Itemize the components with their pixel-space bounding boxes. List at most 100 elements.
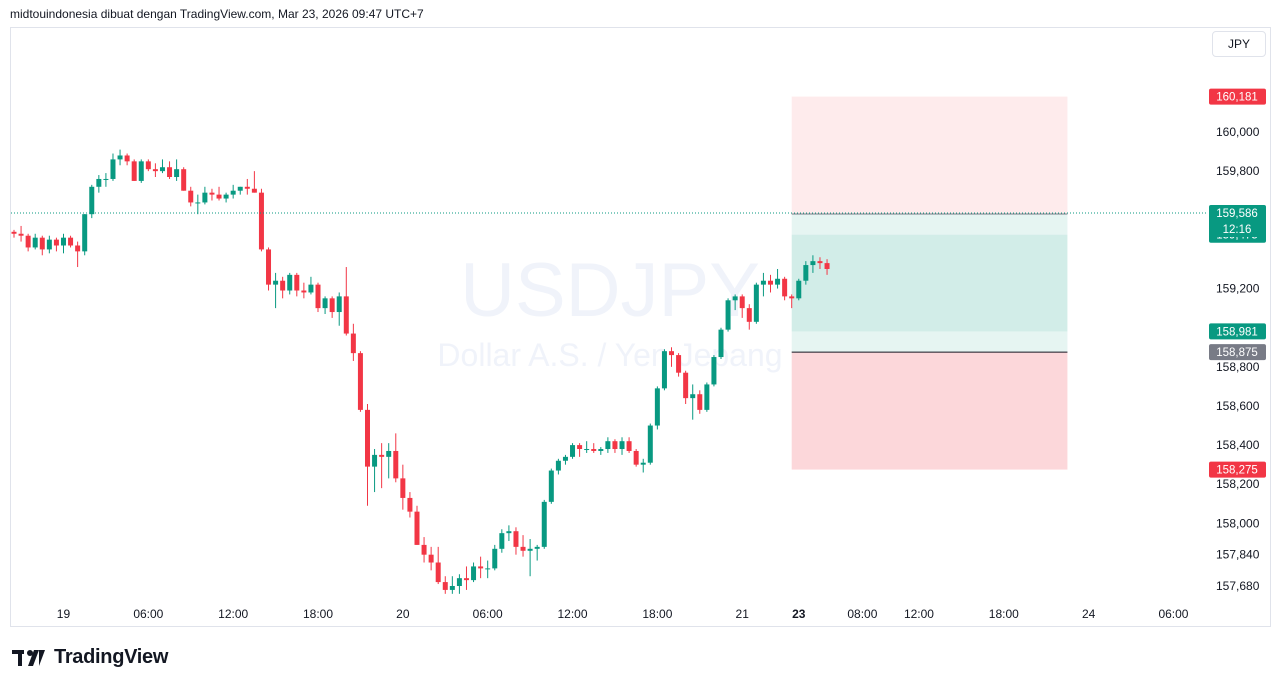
tradingview-logo[interactable]: TradingView: [12, 646, 168, 669]
candle-body: [138, 161, 144, 181]
candle: [379, 443, 385, 489]
candle-body: [32, 237, 38, 248]
current-price-label: 159,586: [1216, 208, 1258, 220]
candle-body: [534, 546, 540, 549]
candle: [357, 351, 363, 412]
candle: [216, 186, 222, 201]
candle: [301, 282, 307, 299]
stop-loss-price-label-bg: [1209, 461, 1266, 478]
candle: [329, 296, 335, 318]
time-tick-label: 23: [792, 607, 806, 621]
candle-body: [18, 233, 24, 236]
price-axis[interactable]: 160,000 159,800 159,200 158,800 158,600 158,4…: [1216, 125, 1260, 593]
candle: [640, 458, 646, 473]
price-axis-labels: 160,181159,475159,581159,58612:16158,981…: [1209, 88, 1266, 478]
candle-body: [428, 554, 434, 563]
candle: [767, 274, 773, 293]
candle-body: [789, 296, 795, 299]
candle: [746, 304, 752, 330]
candle-body: [287, 274, 293, 291]
candle-body: [251, 188, 257, 193]
upper-zone: [791, 96, 1068, 214]
candle-body: [598, 449, 604, 451]
candle-body: [414, 511, 420, 545]
candle-body: [407, 497, 413, 512]
long-position-zones[interactable]: [791, 96, 1068, 470]
stop-loss-price-label: 158,275: [1216, 465, 1258, 477]
time-tick-label: 12:00: [558, 607, 588, 621]
candle: [541, 499, 547, 549]
candle: [53, 237, 59, 252]
candle: [25, 233, 31, 252]
candle: [817, 257, 823, 269]
candle-body: [223, 194, 229, 199]
candle: [506, 525, 512, 541]
candle-body: [294, 274, 300, 291]
candle: [704, 382, 710, 412]
time-tick-label: 12:00: [218, 607, 248, 621]
candle: [145, 159, 151, 172]
candle-body: [442, 582, 448, 590]
candle: [96, 175, 102, 193]
candle: [577, 443, 583, 457]
candle: [350, 323, 356, 361]
time-tick-label: 18:00: [989, 607, 1019, 621]
candle: [315, 282, 321, 313]
candle: [322, 296, 328, 314]
currency-unit-button[interactable]: JPY: [1212, 31, 1266, 57]
chart-header-text: midtouindonesia dibuat dengan TradingVie…: [10, 7, 424, 21]
candle-body: [753, 284, 759, 322]
candle: [513, 527, 519, 555]
time-tick-label: 18:00: [303, 607, 333, 621]
candle: [775, 268, 781, 289]
candle-body: [591, 449, 597, 451]
candle: [75, 241, 81, 268]
candle-body: [53, 239, 59, 246]
candle: [124, 153, 130, 166]
candle-body: [499, 533, 505, 549]
time-tick-label: 19: [57, 607, 71, 621]
candle: [251, 171, 257, 193]
candle: [343, 267, 349, 336]
candle-body: [124, 155, 130, 162]
candle-body: [393, 450, 399, 479]
candle-body: [435, 562, 441, 583]
candle-body: [803, 265, 809, 281]
candle-body: [131, 161, 137, 181]
candle: [520, 535, 526, 557]
candle-body: [570, 445, 576, 457]
candle: [202, 186, 208, 205]
candle: [654, 386, 660, 430]
candle-body: [817, 261, 823, 264]
candle: [478, 556, 484, 579]
candle-body: [273, 280, 279, 285]
candle: [46, 235, 52, 254]
candle-body: [280, 280, 286, 291]
current-price-label-countdown: 12:16: [1223, 224, 1252, 236]
candle: [280, 276, 286, 299]
current-price-label-bg: [1209, 205, 1266, 238]
candle: [633, 449, 639, 467]
candle-body: [117, 155, 123, 160]
take-profit-price-label: 160,181: [1216, 92, 1258, 104]
candle: [725, 298, 731, 332]
price-tick-label: 157,680: [1216, 579, 1260, 593]
candle-body: [640, 462, 646, 465]
candle-body: [75, 245, 81, 252]
candle-body: [181, 169, 187, 191]
time-tick-label: 06:00: [1158, 607, 1188, 621]
price-tick-label: 158,600: [1216, 399, 1260, 413]
candle: [308, 276, 314, 295]
chart-frame[interactable]: [10, 27, 1271, 627]
candle: [39, 235, 45, 256]
price-tick-label: 158,400: [1216, 438, 1260, 452]
candle: [223, 192, 229, 203]
candle: [60, 233, 66, 254]
candle-body: [647, 425, 653, 463]
candle-body: [463, 578, 469, 581]
candle-body: [527, 548, 533, 551]
time-tick-label: 06:00: [473, 607, 503, 621]
time-axis[interactable]: 19 06:00 12:00 18:00 20 06:00 12:00 18:00 21 23 08…: [57, 607, 1189, 621]
candle: [527, 539, 533, 577]
